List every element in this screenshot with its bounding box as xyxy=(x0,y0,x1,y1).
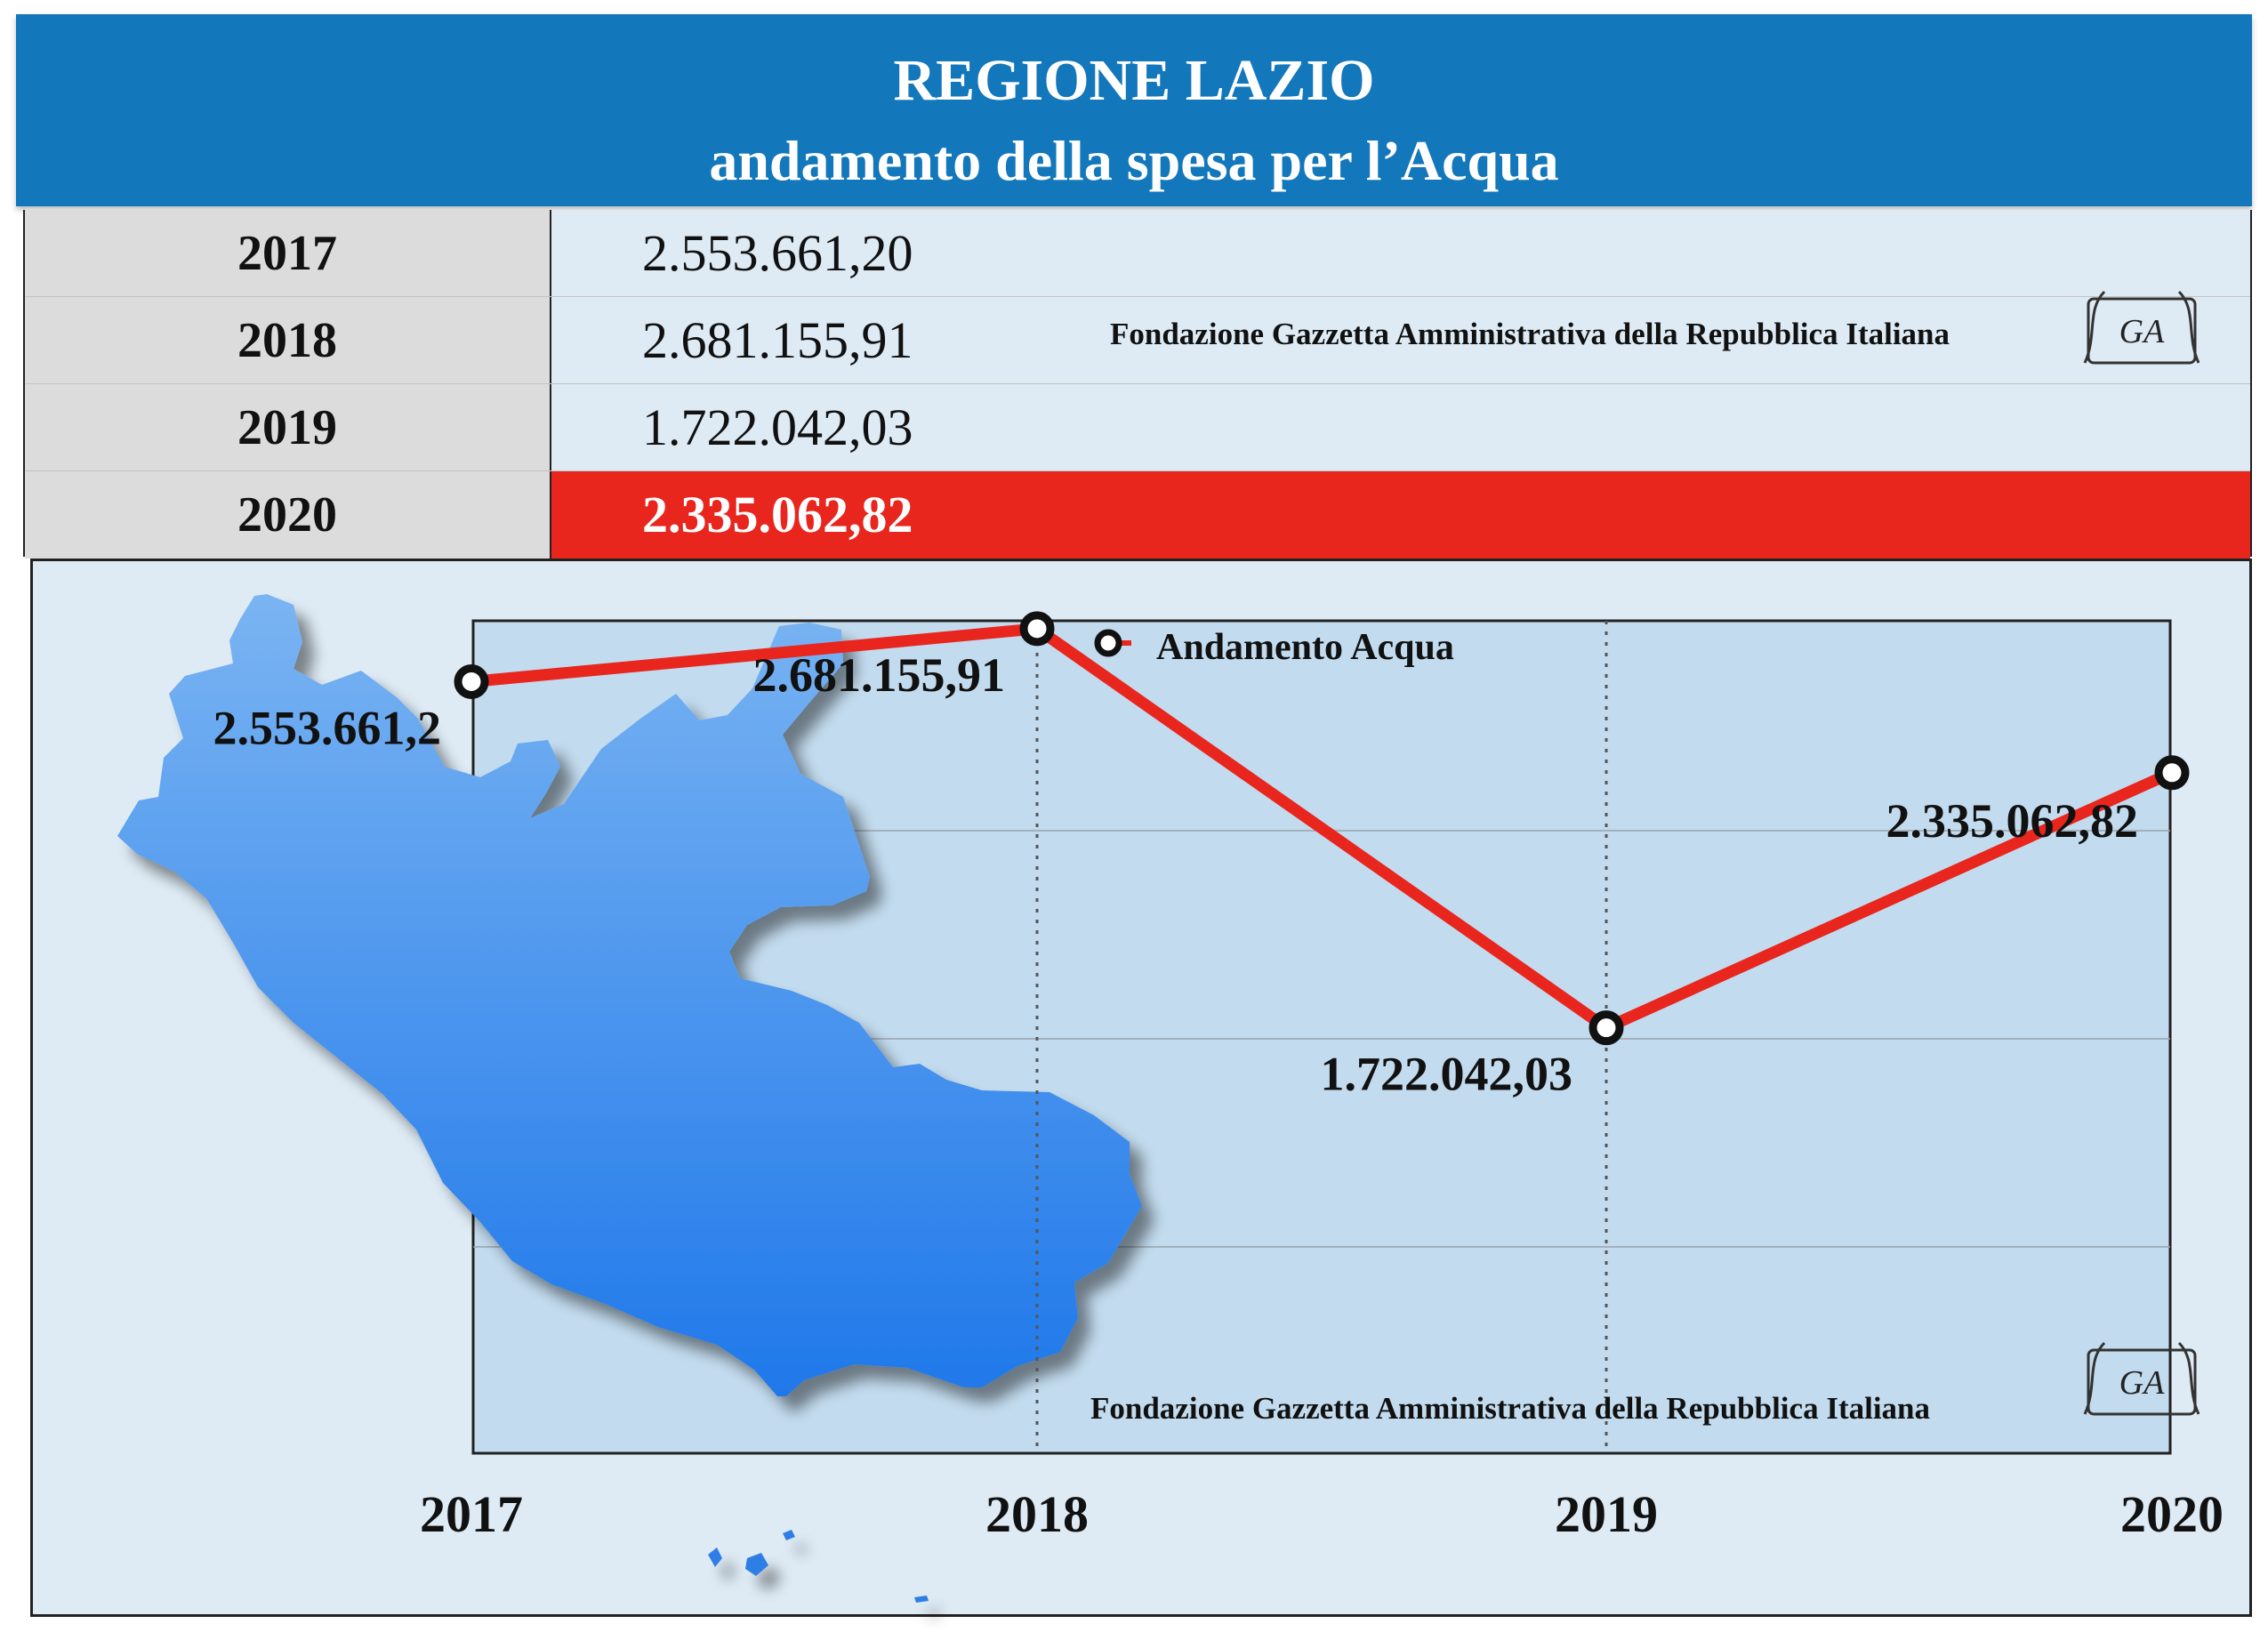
table-row-2017: 2017 2.553.661,20 xyxy=(25,210,2250,297)
x-tick-label-2018: 2018 xyxy=(985,1485,1089,1543)
page-title: REGIONE LAZIO xyxy=(893,48,1375,113)
data-label-2018: 2.681.155,91 xyxy=(753,648,1006,702)
legend-label: Andamento Acqua xyxy=(1156,627,1454,668)
lazio-map-icon xyxy=(117,594,1142,1603)
values-table: 2017 2.553.661,20 2018 2.681.155,91 2019… xyxy=(23,210,2252,559)
data-label-2019: 1.722.042,03 xyxy=(1321,1048,1573,1101)
table-year: 2019 xyxy=(25,384,551,471)
table-value: 2.681.155,91 xyxy=(551,297,2250,384)
x-tick-label-2020: 2020 xyxy=(2120,1485,2224,1543)
table-row-2018: 2018 2.681.155,91 xyxy=(25,297,2250,384)
table-row-2019: 2019 1.722.042,03 xyxy=(25,384,2250,471)
header-banner: REGIONE LAZIO andamento della spesa per … xyxy=(16,14,2252,206)
x-tick-label-2019: 2019 xyxy=(1555,1485,1658,1543)
ga-logo: GA xyxy=(2079,1334,2204,1432)
table-year: 2018 xyxy=(25,297,551,384)
ga-logo-text: GA xyxy=(2119,1364,2165,1402)
data-point-2018 xyxy=(1019,611,1055,647)
page-subtitle: andamento della spesa per l’Acqua xyxy=(709,129,1559,192)
data-point-2019 xyxy=(1588,1010,1624,1046)
ga-logo: GA xyxy=(2079,283,2204,381)
table-year: 2020 xyxy=(25,471,551,559)
ga-logo-text: GA xyxy=(2119,313,2165,350)
data-point-2020 xyxy=(2154,755,2190,791)
chart-credit: Fondazione Gazzetta Amministrativa della… xyxy=(1090,1391,1931,1426)
series-line-andamento-acqua xyxy=(465,623,2178,1034)
table-value: 2.553.661,20 xyxy=(551,210,2250,297)
table-row-2020: 2020 2.335.062,82 xyxy=(25,471,2250,559)
x-tick-label-2017: 2017 xyxy=(420,1485,523,1543)
legend-marker-icon xyxy=(1094,629,1122,657)
legend: Andamento Acqua xyxy=(1094,627,1454,668)
data-label-2017: 2.553.661,2 xyxy=(213,701,442,754)
table-value-highlighted: 2.335.062,82 xyxy=(551,471,2250,559)
table-value: 1.722.042,03 xyxy=(551,384,2250,471)
table-credit: Fondazione Gazzetta Amministrativa della… xyxy=(1110,317,1950,351)
data-point-2017 xyxy=(454,663,489,699)
table-year: 2017 xyxy=(25,210,551,297)
data-label-2020: 2.335.062,82 xyxy=(1886,794,2139,848)
ga-logo-emblem-icon xyxy=(2083,1341,2200,1416)
ga-logo-emblem-icon xyxy=(2083,290,2200,365)
